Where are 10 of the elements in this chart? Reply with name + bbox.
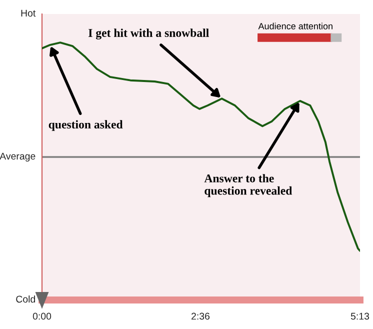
text: Audience attention xyxy=(258,22,332,30)
ref-line-label: Average xyxy=(0,152,36,162)
x-tick-label: 5:13 xyxy=(350,312,370,320)
text: Cold xyxy=(16,295,36,303)
x-tick-label: 2:36 xyxy=(192,312,210,320)
x-tick-label: 0:00 xyxy=(32,312,52,320)
annotation: Answer to the question revealed xyxy=(204,174,292,198)
text: Hot xyxy=(21,10,36,17)
annotation: I get hit with a snowball xyxy=(88,28,209,40)
annotation: question asked xyxy=(48,120,123,131)
